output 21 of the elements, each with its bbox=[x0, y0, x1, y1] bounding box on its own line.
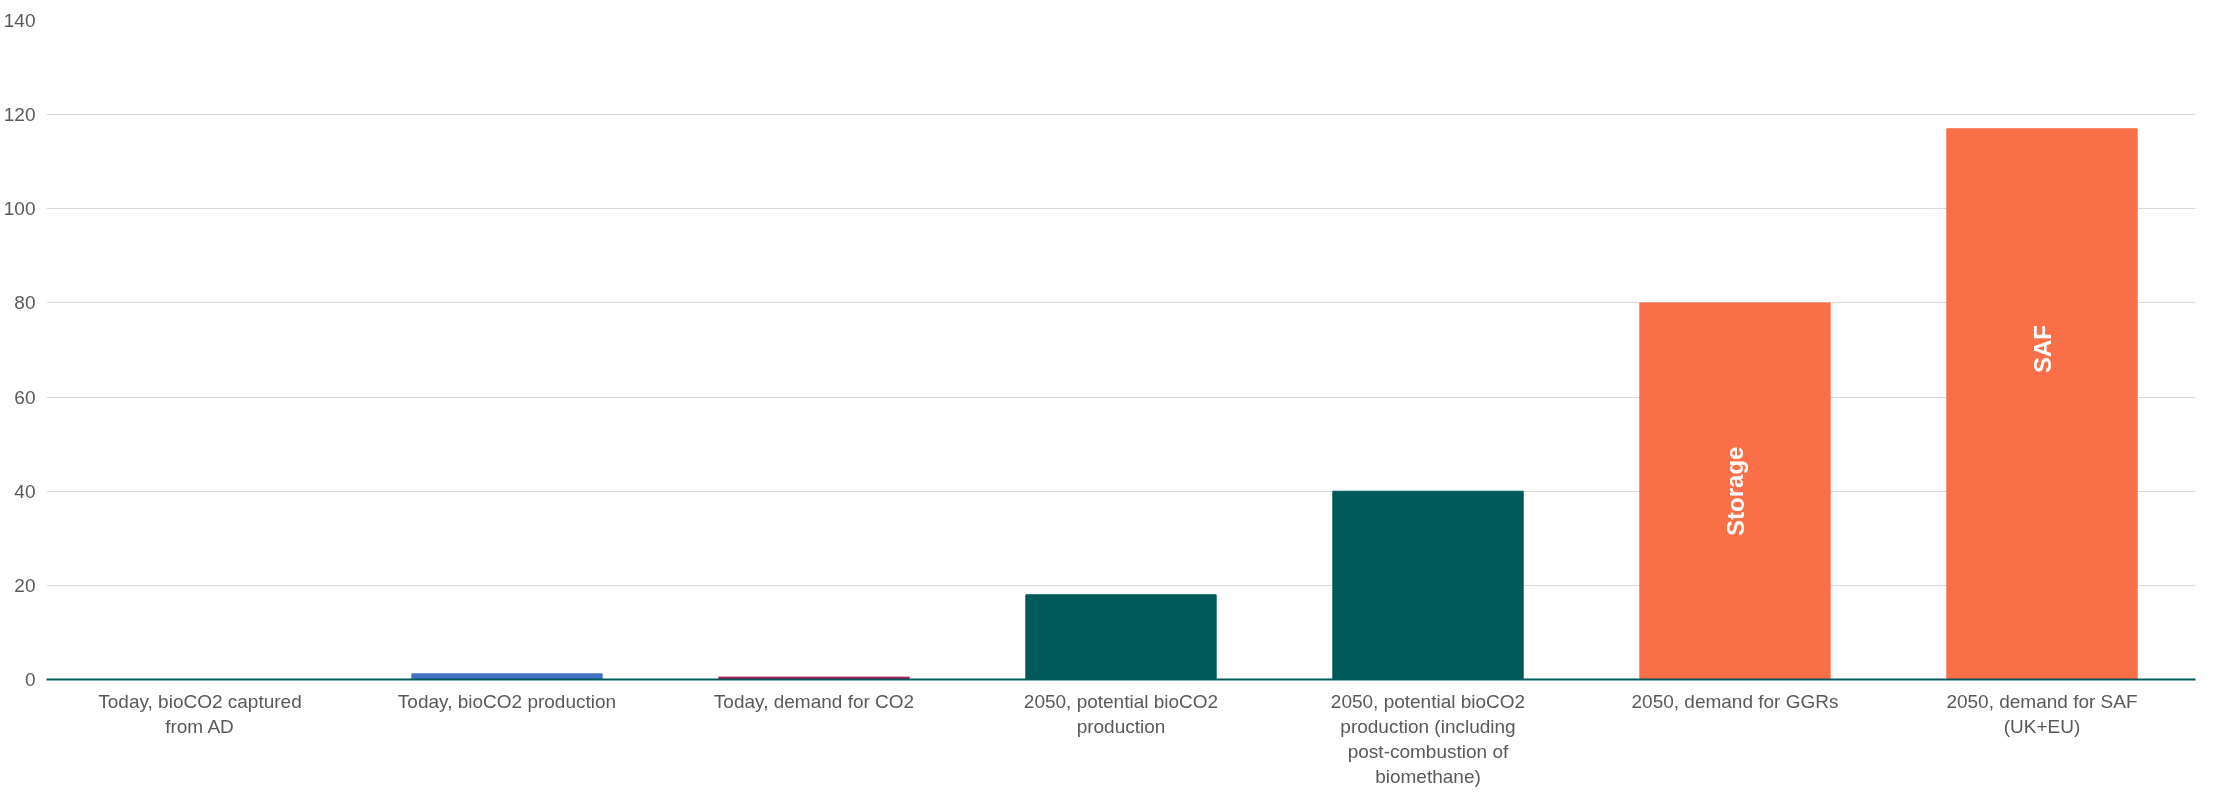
bar bbox=[411, 673, 603, 680]
x-tick-label: 2050, demand for SAF (UK+EU) bbox=[1946, 690, 2138, 737]
x-tick-label: Today, bioCO2 production bbox=[397, 690, 617, 712]
y-tick-label: 20 bbox=[14, 574, 36, 596]
y-tick-label: 60 bbox=[14, 386, 36, 408]
y-tick-label: 80 bbox=[14, 292, 36, 314]
annotation: Storage bbox=[1721, 446, 1749, 536]
y-tick-label: 120 bbox=[3, 104, 36, 126]
y-tick-label: 0 bbox=[24, 669, 36, 690]
bar bbox=[718, 676, 910, 680]
x-tick-label: 2050, potential bioCO2 production (including post-combustion of biomethane) bbox=[1330, 690, 1526, 788]
y-tick-label: 100 bbox=[3, 198, 36, 220]
x-tick-label: 2050, potential bioCO2 production bbox=[1023, 690, 1219, 737]
y-tick-label: 40 bbox=[14, 480, 36, 502]
x-tick-label: Today, bioCO2 captured from AD bbox=[98, 690, 302, 737]
bar bbox=[1639, 302, 1831, 680]
x-tick-label: Today, demand for CO2 bbox=[713, 690, 915, 712]
y-tick-label: 140 bbox=[3, 10, 36, 31]
bar bbox=[1946, 128, 2138, 680]
x-tick-label: 2050, demand for GGRs bbox=[1631, 690, 1839, 712]
annotation: SAF bbox=[2028, 325, 2056, 374]
